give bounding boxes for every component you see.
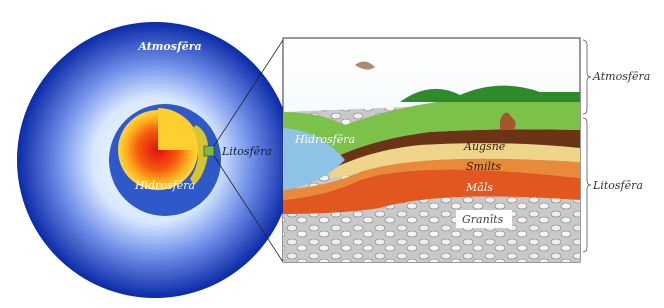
- panel-hydrosphere-label: Hidrosfēra: [294, 133, 355, 146]
- layer-label: Smilts: [466, 160, 501, 173]
- cross-section: Hidrosfēra Augsne Smilts Māls Granīts: [283, 38, 580, 262]
- bracket-atmosphere-label: Atmosfēra: [592, 70, 650, 83]
- bracket: [583, 40, 591, 114]
- layer-label: Augsne: [463, 140, 506, 153]
- globe-lithosphere-label: Litosfēra: [221, 145, 272, 158]
- layer-label: Granīts: [462, 213, 504, 226]
- zoom-box: [204, 146, 214, 156]
- layer-label: Māls: [465, 181, 493, 194]
- globe: Atmosfēra Hidrosfēra Litosfēra: [17, 22, 293, 298]
- bracket: [583, 118, 591, 252]
- brackets: [583, 40, 591, 252]
- globe-hydrosphere-label: Hidrosfēra: [134, 179, 195, 192]
- bracket-lithosphere-label: Litosfēra: [592, 179, 643, 192]
- diagram: Atmosfēra Hidrosfēra Litosfēra Hidrosfēr…: [0, 0, 664, 303]
- globe-atmosphere-label: Atmosfēra: [137, 40, 201, 53]
